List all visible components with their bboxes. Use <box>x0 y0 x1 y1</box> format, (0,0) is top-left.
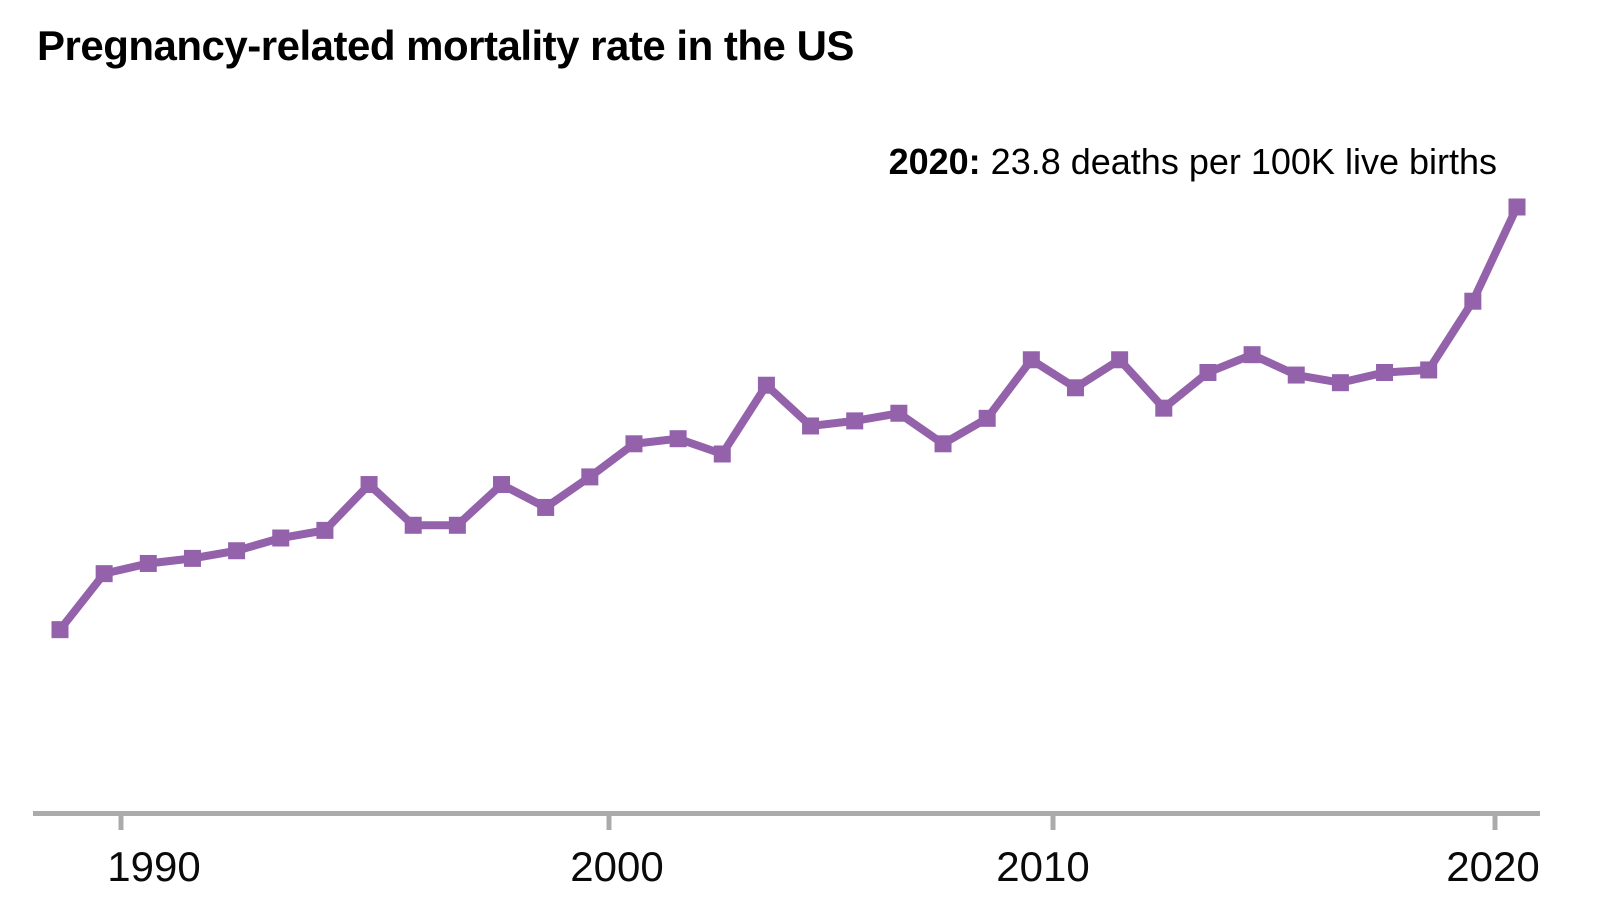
data-point-2001 <box>669 430 687 448</box>
data-point-2011 <box>1111 351 1129 369</box>
data-point-2012 <box>1155 399 1173 417</box>
data-point-2016 <box>1331 374 1349 392</box>
x-tick-label-2020: 2020 <box>1446 843 1539 890</box>
annotation-2020: 2020: 23.8 deaths per 100K live births <box>889 141 1497 183</box>
data-point-2017 <box>1376 364 1394 382</box>
data-point-1992 <box>272 529 290 547</box>
annotation-year-label: 2020: <box>888 141 981 182</box>
data-point-2008 <box>978 409 996 427</box>
data-point-2005 <box>846 412 864 430</box>
data-point-1994 <box>360 476 378 494</box>
data-point-2013 <box>1199 364 1217 382</box>
x-tick-label-2000: 2000 <box>570 843 663 890</box>
x-axis-line <box>33 811 1540 816</box>
data-point-1990 <box>183 549 201 567</box>
data-point-1989 <box>139 554 157 572</box>
data-point-2018 <box>1420 361 1438 379</box>
data-point-1993 <box>316 521 334 539</box>
data-point-1991 <box>228 542 246 560</box>
data-point-1988 <box>95 565 113 583</box>
x-tick-label-2010: 2010 <box>996 843 1089 890</box>
data-point-2003 <box>757 376 775 394</box>
x-axis-tick-1990 <box>118 816 124 830</box>
data-point-2009 <box>1022 351 1040 369</box>
data-point-2014 <box>1243 346 1261 364</box>
data-point-1997 <box>493 476 511 494</box>
data-point-1996 <box>448 516 466 534</box>
data-point-2015 <box>1287 366 1305 384</box>
chart-title: Pregnancy-related mortality rate in the … <box>37 22 854 69</box>
x-axis-tick-2000 <box>606 816 612 830</box>
data-point-2000 <box>625 435 643 453</box>
data-point-2002 <box>713 445 731 463</box>
data-point-2004 <box>802 417 820 435</box>
data-point-2020 <box>1508 198 1526 216</box>
data-point-2006 <box>890 404 908 422</box>
mortality-rate-line <box>56 205 1521 633</box>
x-axis-tick-2020 <box>1492 816 1498 830</box>
data-point-1987 <box>51 621 69 639</box>
data-point-1995 <box>404 516 422 534</box>
data-point-2007 <box>934 435 952 453</box>
x-axis-tick-2010 <box>1050 816 1056 830</box>
data-point-2010 <box>1066 379 1084 397</box>
data-point-1999 <box>581 468 599 486</box>
data-point-1998 <box>537 498 555 516</box>
annotation-value-text: 23.8 deaths per 100K live births <box>990 141 1497 182</box>
data-point-2019 <box>1464 292 1482 310</box>
x-tick-label-1990: 1990 <box>107 843 200 890</box>
